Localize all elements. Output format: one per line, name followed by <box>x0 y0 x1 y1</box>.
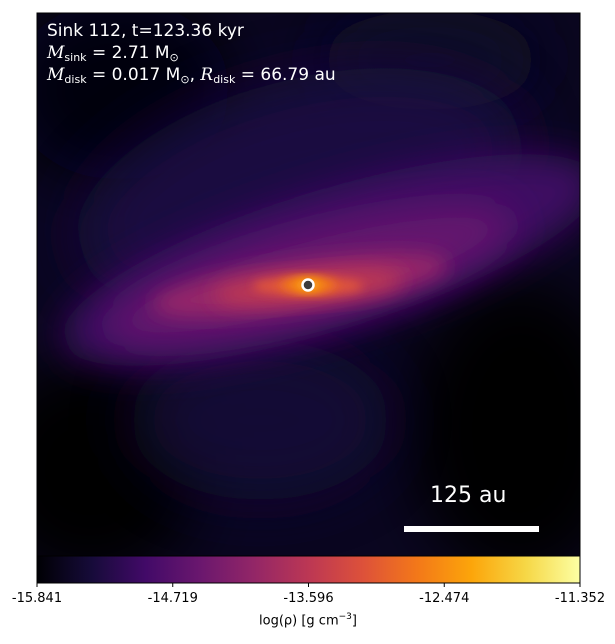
colorbar <box>36 555 581 587</box>
colorbar-tick-label: -11.352 <box>554 591 606 606</box>
colorbar-tick-label: -15.841 <box>11 591 63 606</box>
colorbar-gradient <box>36 555 581 584</box>
disk-radius-value: = 66.79 au <box>235 65 336 85</box>
disk-mass-symbol: M <box>47 65 65 85</box>
colorbar-tick-label: -14.719 <box>147 591 198 606</box>
scalebar-label: 125 au <box>430 483 507 508</box>
sun-symbol: ⊙ <box>180 73 190 86</box>
sink-mass-subscript: sink <box>64 51 87 64</box>
colorbar-label-prefix: log(ρ) [g cm <box>259 613 339 629</box>
scalebar <box>404 526 539 532</box>
density-map <box>37 13 580 556</box>
colorbar-tick-label: -13.596 <box>283 591 334 606</box>
disk-radius-subscript: disk <box>213 73 236 86</box>
disk-radius-symbol: R <box>200 65 214 85</box>
sun-symbol: ⊙ <box>169 51 179 64</box>
disk-mass-subscript: disk <box>64 73 87 86</box>
separator: , <box>189 65 201 85</box>
colorbar-label-exponent: −3 <box>338 612 352 622</box>
panel-title: Sink 112, t=123.36 kyr <box>47 21 244 41</box>
colorbar-label: log(ρ) [g cm−3] <box>259 612 357 628</box>
disk-annotation: Mdisk = 0.017 M⊙, Rdisk = 66.79 au <box>47 65 336 86</box>
colorbar-tick-label: -12.474 <box>419 591 470 606</box>
sink-mass-annotation: Msink = 2.71 M⊙ <box>47 43 179 64</box>
colorbar-label-suffix: ] <box>351 613 357 629</box>
sink-mass-value: = 2.71 M <box>86 43 170 63</box>
sink-mass-symbol: M <box>47 43 65 63</box>
disk-mass-value: = 0.017 M <box>86 65 181 85</box>
sink-marker <box>301 278 315 292</box>
